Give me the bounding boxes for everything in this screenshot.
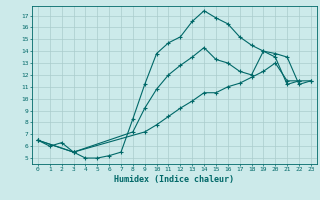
X-axis label: Humidex (Indice chaleur): Humidex (Indice chaleur) (115, 175, 234, 184)
